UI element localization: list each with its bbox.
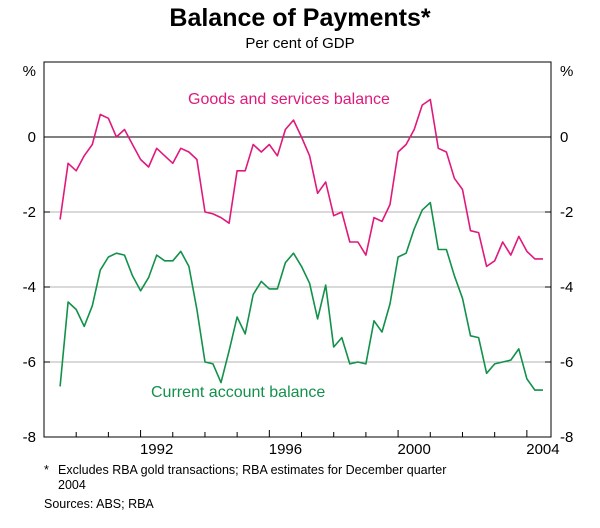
- y-axis-unit-left: %: [23, 63, 36, 80]
- series-line-goods-services: [59, 98, 543, 268]
- plot-border: [43, 61, 552, 438]
- footnote-line-1: Excludes RBA gold transactions; RBA esti…: [58, 463, 447, 477]
- series-line-current-account: [59, 201, 543, 391]
- series-annotations: Goods and services balance Current accoun…: [151, 91, 390, 401]
- y-tick-label-left: 0: [28, 129, 36, 146]
- axis-ticks: [43, 136, 551, 438]
- footnote-line-2: 2004: [58, 478, 86, 492]
- y-axis-unit-right: %: [560, 63, 573, 80]
- y-tick-label-left: -6: [23, 354, 36, 371]
- y-tick-label-left: -4: [23, 279, 36, 296]
- y-tick-label-left: -8: [23, 429, 36, 446]
- annotation-current-account: Current account balance: [151, 384, 325, 401]
- y-tick-label-right: 0: [560, 129, 568, 146]
- x-tick-label: 1996: [269, 441, 302, 458]
- axis-labels: 0 0 -2 -2 -4 -4 -6 -6 -8 -8% % 1992 1996 2000 2004: [23, 63, 574, 458]
- annotation-goods-services: Goods and services balance: [188, 91, 390, 108]
- chart-title: Balance of Payments*: [169, 4, 431, 32]
- chart-subtitle: Per cent of GDP: [245, 35, 355, 52]
- y-tick-label-right: -2: [560, 204, 573, 221]
- series-lines: [59, 98, 543, 391]
- footnote: * Excludes RBA gold transactions; RBA est…: [44, 463, 564, 493]
- line-chart: 0 0 -2 -2 -4 -4 -6 -6 -8 -8% % 1992 1996 2000 2004 Goo…: [23, 61, 574, 458]
- x-tick-label: 1992: [140, 441, 173, 458]
- plot-frame: [43, 61, 552, 438]
- sources-note: Sources: ABS; RBA: [44, 497, 154, 511]
- y-tick-label-left: -2: [23, 204, 36, 221]
- y-tick-label-right: -8: [560, 429, 573, 446]
- x-tick-label: 2000: [398, 441, 431, 458]
- footnote-marker: *: [44, 463, 49, 477]
- gridlines: [44, 211, 551, 363]
- y-tick-label-right: -6: [560, 354, 573, 371]
- x-tick-label: 2004: [526, 441, 559, 458]
- y-tick-label-right: -4: [560, 279, 573, 296]
